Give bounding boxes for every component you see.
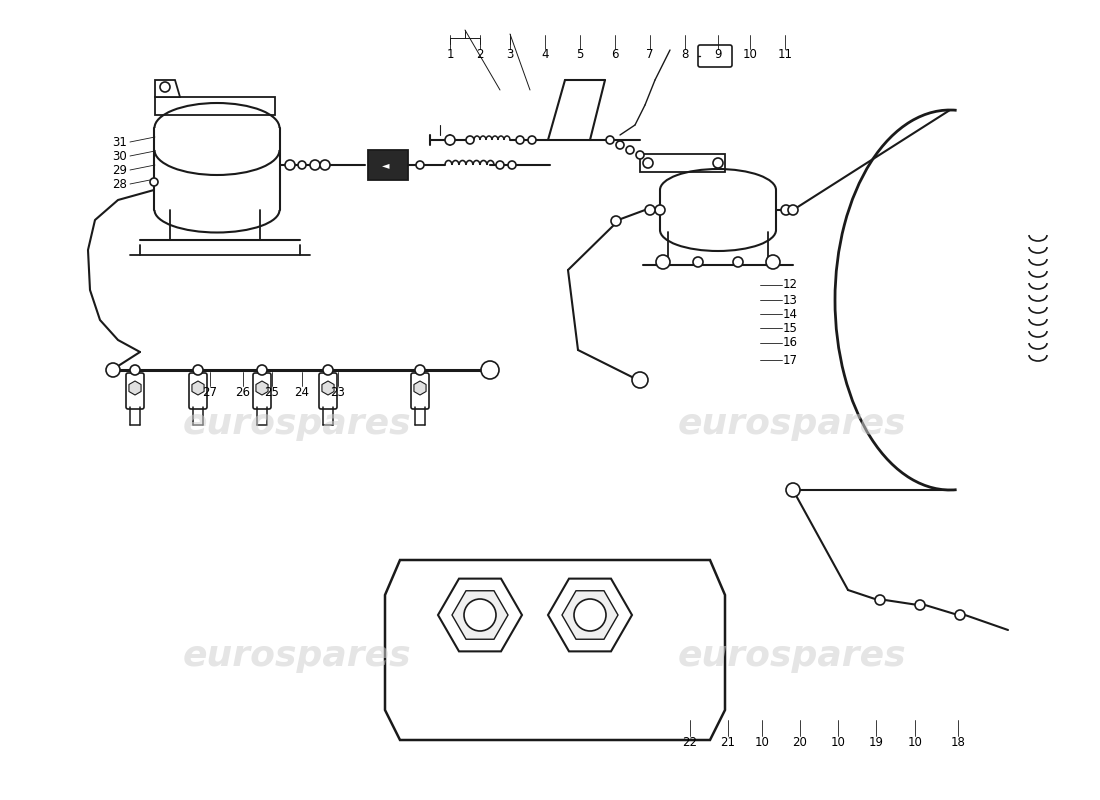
Circle shape	[528, 136, 536, 144]
Circle shape	[632, 372, 648, 388]
Circle shape	[788, 205, 798, 215]
Circle shape	[464, 599, 496, 631]
Text: 10: 10	[755, 735, 769, 749]
Text: 11: 11	[778, 49, 792, 62]
Circle shape	[160, 82, 170, 92]
Circle shape	[481, 361, 499, 379]
FancyBboxPatch shape	[189, 373, 207, 409]
Circle shape	[733, 257, 742, 267]
Circle shape	[285, 160, 295, 170]
Text: 9: 9	[714, 49, 722, 62]
FancyBboxPatch shape	[640, 154, 725, 172]
Circle shape	[654, 205, 666, 215]
Text: 17: 17	[782, 354, 797, 366]
Circle shape	[150, 178, 158, 186]
Circle shape	[645, 205, 654, 215]
Text: 22: 22	[682, 735, 697, 749]
Text: 10: 10	[830, 735, 846, 749]
Circle shape	[644, 158, 653, 168]
Text: 27: 27	[202, 386, 218, 398]
Text: 7: 7	[647, 49, 653, 62]
Text: 5: 5	[576, 49, 584, 62]
Text: 20: 20	[793, 735, 807, 749]
Text: 29: 29	[112, 163, 128, 177]
FancyBboxPatch shape	[698, 45, 732, 67]
Text: eurospares: eurospares	[678, 639, 906, 673]
Circle shape	[616, 141, 624, 149]
Circle shape	[496, 161, 504, 169]
Circle shape	[508, 161, 516, 169]
Circle shape	[955, 610, 965, 620]
FancyBboxPatch shape	[155, 97, 275, 115]
Text: 30: 30	[112, 150, 128, 162]
Circle shape	[310, 160, 320, 170]
Text: 18: 18	[950, 735, 966, 749]
Text: 6: 6	[612, 49, 618, 62]
Circle shape	[606, 136, 614, 144]
Text: 8: 8	[681, 49, 689, 62]
Circle shape	[415, 365, 425, 375]
Circle shape	[656, 255, 670, 269]
Text: ◄: ◄	[383, 160, 389, 170]
Circle shape	[874, 595, 886, 605]
Circle shape	[516, 136, 524, 144]
Text: 13: 13	[782, 294, 797, 306]
Circle shape	[915, 600, 925, 610]
Circle shape	[323, 365, 333, 375]
Text: 10: 10	[742, 49, 758, 62]
Text: 16: 16	[782, 337, 797, 350]
FancyBboxPatch shape	[411, 373, 429, 409]
Text: 26: 26	[235, 386, 251, 398]
Circle shape	[298, 161, 306, 169]
Text: 28: 28	[112, 178, 128, 190]
Circle shape	[693, 257, 703, 267]
Text: 24: 24	[295, 386, 309, 398]
Circle shape	[130, 365, 140, 375]
Circle shape	[320, 160, 330, 170]
Polygon shape	[385, 560, 725, 740]
Circle shape	[466, 136, 474, 144]
Circle shape	[192, 365, 204, 375]
Text: 4: 4	[541, 49, 549, 62]
Circle shape	[574, 599, 606, 631]
Text: 23: 23	[331, 386, 345, 398]
Text: eurospares: eurospares	[183, 639, 411, 673]
Text: 3: 3	[506, 49, 514, 62]
Circle shape	[713, 158, 723, 168]
Text: 25: 25	[265, 386, 279, 398]
FancyBboxPatch shape	[319, 373, 337, 409]
Text: 12: 12	[782, 278, 797, 291]
FancyBboxPatch shape	[126, 373, 144, 409]
Text: 19: 19	[869, 735, 883, 749]
Circle shape	[446, 135, 455, 145]
Text: eurospares: eurospares	[678, 407, 906, 441]
Circle shape	[636, 151, 644, 159]
Circle shape	[257, 365, 267, 375]
Text: 21: 21	[720, 735, 736, 749]
Circle shape	[416, 161, 424, 169]
Circle shape	[626, 146, 634, 154]
Bar	[368, 150, 408, 180]
Circle shape	[610, 216, 621, 226]
FancyBboxPatch shape	[253, 373, 271, 409]
Circle shape	[106, 363, 120, 377]
Text: 15: 15	[782, 322, 797, 334]
Circle shape	[766, 255, 780, 269]
Text: 1: 1	[447, 49, 453, 62]
Text: 10: 10	[908, 735, 923, 749]
Text: 31: 31	[112, 135, 128, 149]
Circle shape	[786, 483, 800, 497]
Circle shape	[781, 205, 791, 215]
Polygon shape	[155, 80, 180, 97]
Text: 2: 2	[476, 49, 484, 62]
Text: eurospares: eurospares	[183, 407, 411, 441]
Text: 14: 14	[782, 307, 797, 321]
